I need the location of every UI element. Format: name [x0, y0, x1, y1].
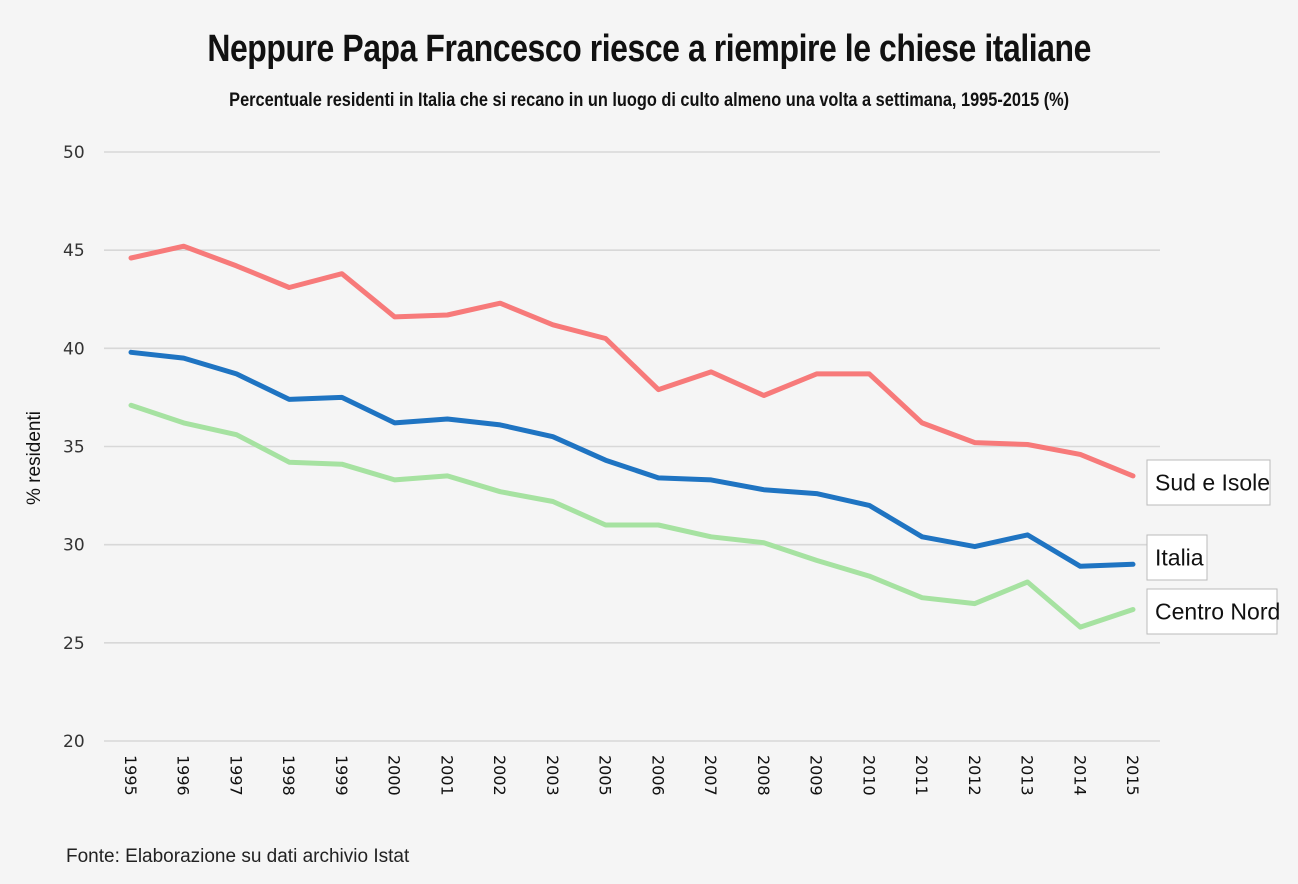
source-note: Fonte: Elaborazione su dati archivio Ist…	[66, 846, 410, 867]
y-tick-label: 25	[63, 634, 85, 654]
x-tick-label: 2000	[385, 755, 404, 796]
series-line-italia	[128, 349, 1136, 569]
series-line-centro-nord	[128, 402, 1136, 630]
x-tick-label: 2014	[1070, 755, 1089, 796]
y-tick-label: 50	[63, 143, 85, 163]
series-label-italia: Italia	[1155, 545, 1204, 571]
x-tick-label: 1999	[332, 755, 351, 796]
y-tick-label: 20	[63, 732, 85, 752]
chart-subtitle: Percentuale residenti in Italia che si r…	[229, 90, 1070, 111]
x-tick-label: 2012	[965, 755, 984, 796]
x-tick-label: 2009	[807, 755, 826, 796]
y-tick-label: 45	[63, 241, 85, 261]
x-tick-label: 2008	[754, 755, 773, 796]
x-tick-label: 2013	[1018, 755, 1037, 796]
series-label-box-sud-e-isole	[1146, 459, 1271, 506]
y-axis-label: % residenti	[24, 411, 45, 505]
series-label-box-italia	[1146, 534, 1208, 581]
gridlines	[104, 151, 1160, 742]
y-tick-label: 40	[63, 339, 85, 359]
x-tick-label: 2001	[437, 755, 456, 796]
x-axis-ticks: 1995 1996 1997 1998 1999 2000 2001 2002 2003 2005…	[121, 755, 1142, 796]
x-tick-label: 1998	[279, 755, 298, 796]
x-tick-label: 2010	[859, 755, 878, 796]
series-line-sud-e-isole	[128, 243, 1136, 479]
y-axis-ticks: 20 25 30 35 40 45 50	[63, 143, 85, 752]
series-labels: Sud e Isole Italia Centro Nord	[1146, 459, 1280, 635]
series-label-centro-nord: Centro Nord	[1155, 599, 1280, 625]
series-label-box-centro-nord	[1146, 588, 1278, 635]
series-lines	[128, 243, 1136, 630]
y-tick-label: 35	[63, 438, 85, 458]
x-tick-label: 2015	[1123, 755, 1142, 796]
chart-title: Neppure Papa Francesco riesce a riempire…	[207, 28, 1091, 70]
x-tick-label: 2003	[543, 755, 562, 796]
x-tick-label: 2002	[490, 755, 509, 796]
x-tick-label: 2006	[648, 755, 667, 796]
x-tick-label: 2007	[701, 755, 720, 796]
x-tick-label: 2011	[912, 755, 931, 796]
series-label-sud-e-isole: Sud e Isole	[1155, 470, 1270, 496]
x-tick-label: 1995	[121, 755, 140, 796]
x-tick-label: 1997	[226, 755, 245, 796]
x-tick-label: 2005	[596, 755, 615, 796]
x-tick-label: 1996	[174, 755, 193, 796]
y-tick-label: 30	[63, 536, 85, 556]
